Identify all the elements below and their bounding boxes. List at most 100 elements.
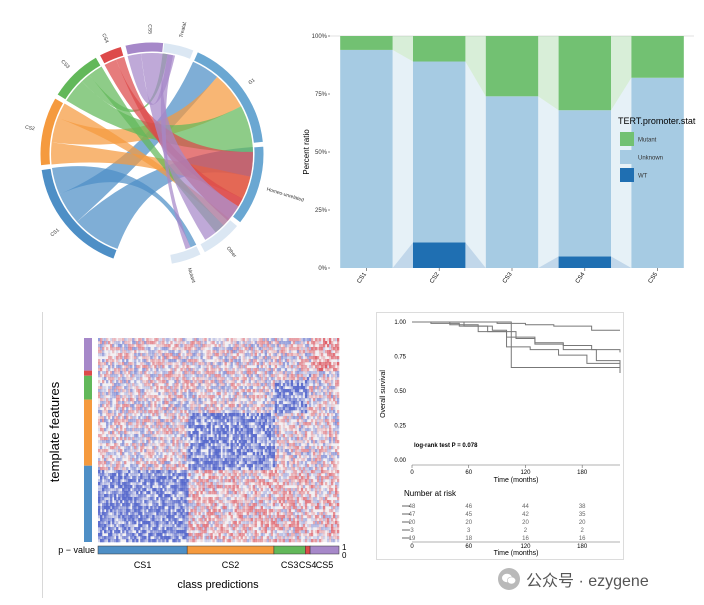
heatmap-cell — [308, 356, 312, 360]
heatmap-cell — [300, 383, 304, 387]
heatmap-cell — [282, 467, 286, 471]
heatmap-cell — [174, 491, 177, 495]
heatmap-cell — [164, 407, 167, 411]
heatmap-cell — [318, 422, 322, 426]
heatmap-cell — [304, 437, 308, 441]
heatmap-cell — [242, 461, 245, 465]
heatmap-cell — [182, 404, 185, 408]
heatmap-cell — [242, 401, 245, 405]
heatmap-cell — [204, 341, 207, 345]
heatmap-cell — [238, 431, 241, 435]
heatmap-cell — [254, 404, 257, 408]
heatmap-cell — [248, 395, 251, 399]
heatmap-cell — [198, 407, 201, 411]
heatmap-cell — [252, 446, 255, 450]
heatmap-cell — [240, 455, 243, 459]
heatmap-cell — [138, 482, 141, 486]
heatmap-cell — [182, 422, 185, 426]
heatmap-cell — [242, 350, 245, 354]
heatmap-cell — [214, 488, 217, 492]
heatmap-cell — [166, 488, 169, 492]
heatmap-cell — [258, 359, 261, 363]
heatmap-cell — [132, 410, 135, 414]
heatmap-cell — [288, 422, 292, 426]
heatmap-cell — [230, 476, 233, 480]
heatmap-cell — [118, 488, 121, 492]
heatmap-cell — [306, 407, 310, 411]
heatmap-cell — [306, 359, 310, 363]
heatmap-cell — [242, 362, 245, 366]
heatmap-cell — [232, 386, 235, 390]
heatmap-cell — [162, 356, 165, 360]
heatmap-cell — [142, 431, 145, 435]
heatmap-cell — [326, 473, 330, 477]
heatmap-cell — [282, 449, 286, 453]
heatmap-cell — [262, 410, 265, 414]
heatmap-cell — [296, 416, 300, 420]
heatmap-cell — [168, 422, 171, 426]
heatmap-cell — [116, 383, 119, 387]
heatmap-cell — [182, 464, 185, 468]
heatmap-cell — [294, 443, 298, 447]
heatmap-cell — [278, 446, 282, 450]
heatmap-cell — [102, 359, 105, 363]
heatmap-cell — [232, 482, 235, 486]
heatmap-cell — [156, 389, 159, 393]
heatmap-cell — [156, 479, 159, 483]
heatmap-cell — [138, 389, 141, 393]
heatmap-cell — [274, 365, 278, 369]
heatmap-cell — [262, 404, 265, 408]
heatmap-cell — [134, 341, 137, 345]
heatmap-cell — [306, 467, 310, 471]
heatmap-cell — [324, 380, 328, 384]
heatmap-cell — [294, 440, 298, 444]
heatmap-cell — [282, 371, 286, 375]
heatmap-cell — [258, 356, 261, 360]
heatmap-cell — [288, 443, 292, 447]
heatmap-cell — [264, 353, 267, 357]
heatmap-cell — [282, 437, 286, 441]
heatmap-cell — [256, 443, 259, 447]
heatmap-cell — [214, 416, 217, 420]
heatmap-cell — [248, 473, 251, 477]
bar-flow-band — [465, 242, 486, 268]
heatmap-cell — [126, 380, 129, 384]
heatmap-cell — [184, 461, 187, 465]
heatmap-cell — [160, 359, 163, 363]
heatmap-cell — [114, 428, 117, 432]
heatmap-cell — [278, 338, 282, 342]
heatmap-cell — [334, 425, 338, 429]
heatmap-cell — [292, 479, 296, 483]
heatmap-cell — [332, 386, 336, 390]
heatmap-cell — [260, 395, 263, 399]
heatmap-cell — [116, 461, 119, 465]
heatmap-cell — [102, 338, 105, 342]
heatmap-cell — [336, 410, 340, 414]
heatmap-cell — [278, 389, 282, 393]
heatmap-cell — [330, 347, 334, 351]
heatmap-cell — [162, 344, 165, 348]
heatmap-cell — [190, 491, 193, 495]
heatmap-cell — [118, 416, 121, 420]
heatmap-cell — [134, 443, 137, 447]
heatmap-cell — [180, 359, 183, 363]
heatmap-cell — [328, 398, 332, 402]
heatmap-cell — [132, 341, 135, 345]
heatmap-cell — [248, 380, 251, 384]
heatmap-cell — [302, 386, 306, 390]
heatmap-cell — [98, 362, 101, 366]
heatmap-cell — [224, 368, 227, 372]
heatmap-cell — [246, 455, 249, 459]
heatmap-cell — [294, 464, 298, 468]
heatmap-cell — [192, 470, 195, 474]
heatmap-cell — [246, 407, 249, 411]
heatmap-cell — [328, 392, 332, 396]
heatmap-cell — [182, 398, 185, 402]
heatmap-cell — [280, 485, 284, 489]
heatmap-cell — [292, 461, 296, 465]
heatmap-cell — [260, 383, 263, 387]
heatmap-cell — [242, 353, 245, 357]
heatmap-cell — [166, 491, 169, 495]
heatmap-cell — [194, 341, 197, 345]
heatmap-cell — [274, 470, 278, 474]
